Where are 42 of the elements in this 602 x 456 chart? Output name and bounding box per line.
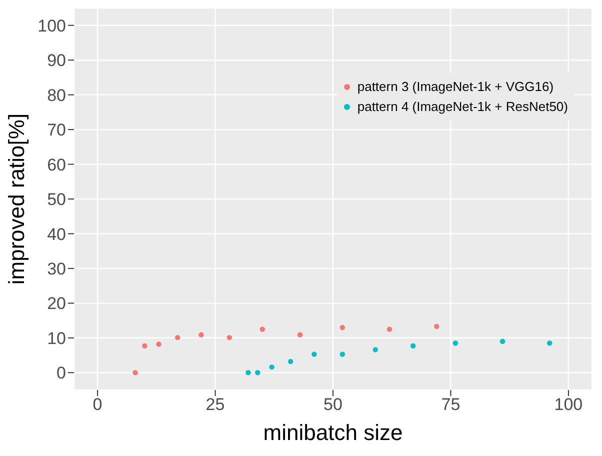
x-tick-label: 75	[441, 395, 460, 414]
y-axis-title: improved ratio[%]	[4, 113, 29, 285]
y-tick-label: 70	[47, 120, 66, 140]
point	[340, 352, 346, 357]
point	[246, 370, 251, 376]
point	[386, 326, 392, 332]
y-tick-label: 10	[47, 328, 66, 348]
x-axis-title: minibatch size	[263, 420, 403, 445]
x-tick-label: 100	[554, 395, 583, 414]
point	[288, 358, 294, 364]
x-tick-label: 50	[324, 395, 342, 414]
point	[142, 343, 148, 348]
point	[226, 334, 232, 340]
y-tick-label: 100	[38, 16, 66, 36]
y-tick-label: 40	[47, 224, 66, 244]
point	[175, 334, 180, 340]
y-tick-label: 20	[47, 294, 66, 314]
point	[372, 347, 378, 352]
y-tick-label: 30	[47, 259, 66, 278]
legend-label: pattern 3 (ImageNet-1k + VGG16)	[357, 78, 554, 96]
point	[156, 342, 162, 347]
y-tick-label: 0	[56, 364, 66, 383]
x-tick-label: 25	[206, 395, 225, 414]
point	[410, 343, 416, 348]
point	[198, 332, 204, 338]
point	[132, 370, 138, 376]
y-tick-label: 80	[47, 86, 66, 105]
legend-label: pattern 4 (ImageNet-1k + ResNet50)	[357, 98, 568, 116]
y-tick-label: 90	[47, 51, 66, 70]
point	[255, 370, 260, 376]
point	[312, 352, 317, 357]
y-tick-label: 50	[47, 190, 66, 210]
x-tick-label: 0	[92, 395, 102, 414]
point	[340, 324, 346, 330]
point	[297, 332, 303, 338]
point	[434, 324, 440, 330]
y-tick-label: 60	[47, 155, 66, 174]
point	[452, 340, 458, 346]
point	[547, 340, 552, 346]
point	[500, 338, 506, 344]
point	[269, 364, 274, 370]
point	[260, 326, 265, 332]
